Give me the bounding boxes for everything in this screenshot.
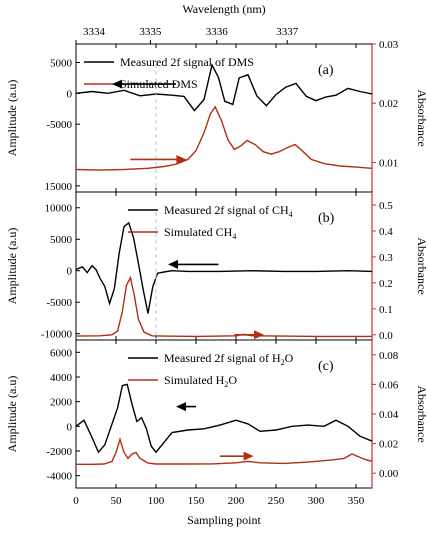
legend-entry-suffix: O	[285, 351, 294, 365]
legend-entry-text: Measured 2f signal of DMS	[120, 55, 254, 69]
panel-c: 6000 4000 2000 0 -2000 -4000 0.00 0.02 0.04 0.06 0…	[5, 339, 428, 489]
right-y-axis-title: Absorbance	[415, 237, 428, 294]
simulated-series-line	[76, 436, 372, 465]
measured-series-line	[76, 62, 372, 112]
right-y-tick-label: 0.4	[379, 226, 393, 238]
left-y-axis-title: Amplitude (a.u)	[5, 80, 19, 157]
right-y-tick-label: 0.04	[379, 409, 399, 421]
left-y-tick-label: -4000	[46, 471, 72, 483]
top-tick-label: 3336	[206, 26, 229, 38]
legend-entry-subscript: 2	[281, 358, 285, 367]
legend-entry-subscript: 4	[289, 210, 293, 219]
x-axis-title: Sampling point	[187, 513, 261, 527]
left-y-axis-title: Amplitude (a.u)	[5, 228, 19, 305]
legend-entry: Simulated CH4	[164, 225, 236, 241]
simulated-series-line	[76, 105, 372, 171]
right-y-tick-label: 0.03	[379, 39, 399, 51]
top-tick-label: 3335	[139, 26, 162, 38]
right-y-tick-label: 0.06	[379, 379, 399, 391]
left-y-tick-label: 0	[67, 88, 73, 100]
red-arrow	[220, 451, 254, 461]
panel-label: (a)	[318, 63, 334, 78]
right-y-tick-label: 0.02	[379, 439, 398, 451]
panel-label: (b)	[318, 211, 335, 226]
legend-entry-suffix: O	[228, 373, 237, 387]
left-y-tick-label: 2000	[50, 397, 73, 409]
simulated-series-line	[76, 275, 372, 338]
left-y-tick-label: -5000	[46, 119, 72, 131]
black-arrow	[112, 79, 176, 89]
left-y-tick-label: -10000	[41, 329, 73, 341]
legend-entry: Measured 2f signal of H2O	[164, 351, 294, 367]
right-y-tick-label: 0.1	[379, 304, 393, 316]
red-arrow	[130, 154, 187, 164]
panel-b: 10000 5000 0 -5000 -10000 0.0 0.1 0.2 0.3 0.4 0.5 A…	[5, 191, 428, 342]
right-y-axis-title: Absorbance	[415, 385, 428, 442]
x-tick-label: 0	[73, 495, 79, 507]
right-y-tick-label: 0.02	[379, 98, 398, 110]
right-y-tick-label: 0.5	[379, 200, 393, 212]
right-y-tick-label: 0.2	[379, 278, 393, 290]
measured-series-line	[76, 221, 372, 314]
panel-label: (c)	[318, 359, 334, 374]
left-y-tick-label: 10000	[45, 203, 73, 215]
x-tick-label: 150	[188, 495, 205, 507]
legend-entry-subscript: 4	[232, 232, 236, 241]
x-tick-label: 250	[268, 495, 285, 507]
right-y-tick-label: 0.3	[379, 252, 393, 264]
x-tick-label: 300	[308, 495, 325, 507]
x-tick-label: 50	[111, 495, 123, 507]
left-y-tick-label: 4000	[50, 372, 73, 384]
left-y-tick-label: 6000	[50, 347, 73, 359]
panel-a: 5000 0 -5000 15000 0.01 0.02 0.03 Amplitude (a.…	[5, 39, 428, 193]
right-y-tick-label: 0.08	[379, 350, 399, 362]
legend-entry: Simulated H2O	[164, 373, 237, 389]
legend-entry-subscript: 2	[224, 380, 228, 389]
left-y-axis-title: Amplitude (a.u)	[5, 376, 19, 453]
top-tick-label: 3337	[276, 26, 299, 38]
left-y-tick-label: 5000	[50, 234, 73, 246]
top-axis-title: Wavelength (nm)	[182, 2, 265, 16]
red-arrow	[234, 330, 264, 340]
legend-entry-text: Measured 2f signal of H	[164, 351, 281, 365]
top-tick-label: 3334	[83, 26, 106, 38]
legend-entry: Measured 2f signal of DMS	[120, 55, 254, 69]
legend-entry-text: Simulated H	[164, 373, 225, 387]
x-tick-label: 200	[228, 495, 245, 507]
right-y-axis-title: Absorbance	[415, 89, 428, 146]
black-arrow	[168, 259, 219, 269]
legend-entry: Measured 2f signal of CH4	[164, 203, 293, 219]
left-y-tick-label: 0	[67, 421, 73, 433]
left-y-tick-label: 5000	[50, 58, 73, 70]
x-tick-label: 350	[348, 495, 365, 507]
x-tick-label: 100	[148, 495, 165, 507]
left-y-tick-label: 0	[67, 266, 73, 278]
black-arrow	[176, 402, 196, 412]
right-y-tick-label: 0.01	[379, 157, 398, 169]
bottom-sampling-axis: 0 50 100 150 200 250 300 350 Sampling point	[73, 495, 365, 527]
measured-series-line	[76, 383, 372, 454]
left-y-tick-label: -2000	[46, 446, 72, 458]
left-y-tick-label: -5000	[46, 297, 72, 309]
right-y-tick-label: 0.00	[379, 468, 399, 480]
left-y-tick-label: 15000	[45, 181, 73, 193]
legend-entry-text: Measured 2f signal of CH	[164, 203, 289, 217]
right-y-tick-label: 0.0	[379, 330, 393, 342]
top-wavelength-axis: Wavelength (nm) 3334 3335 3336 3337	[75, 2, 299, 44]
legend-entry-text: Simulated CH	[164, 225, 233, 239]
